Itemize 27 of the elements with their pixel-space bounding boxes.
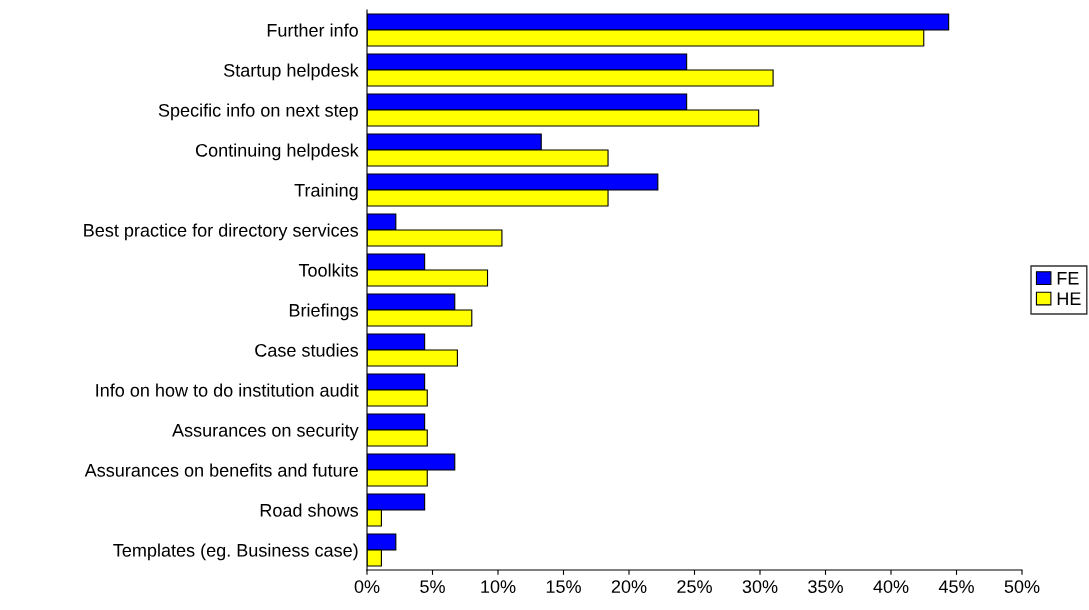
- legend-label: HE: [1057, 292, 1081, 305]
- x-tick-label: 45%: [938, 580, 974, 593]
- y-tick-label: Assurances on benefits and future: [84, 463, 358, 477]
- y-tick-label: Further info: [267, 23, 358, 37]
- y-tick-label: Templates (eg. Business case): [113, 543, 358, 561]
- y-tick-label: Training: [294, 183, 358, 201]
- x-tick-label: 30%: [742, 580, 778, 593]
- y-tick-label: Toolkits: [298, 263, 359, 277]
- x-tick-label: 35%: [808, 580, 843, 593]
- x-tick-label: 40%: [873, 580, 909, 593]
- x-tick-label: 50%: [1004, 580, 1040, 593]
- x-tick-label: 20%: [611, 580, 647, 593]
- y-tick-label: Assurances on security: [172, 423, 359, 441]
- x-tick-label: 25%: [677, 580, 712, 593]
- y-tick-label: Case studies: [255, 343, 359, 357]
- y-tick-label: Best practice for directory services: [84, 223, 359, 241]
- y-tick-label: Startup helpdesk: [223, 63, 359, 81]
- y-tick-label: Info on how to do institution audit: [96, 383, 359, 397]
- x-tick-label: 0%: [354, 580, 380, 593]
- y-tick-label: Specific info on next step: [158, 103, 358, 121]
- y-tick-label: Road shows: [260, 503, 359, 517]
- y-tick-label: Continuing helpdesk: [195, 143, 359, 161]
- y-tick-label: Briefings: [289, 303, 359, 321]
- x-tick-label: 10%: [481, 580, 516, 593]
- x-tick-label: 5%: [420, 580, 445, 593]
- x-tick-label: 15%: [546, 580, 581, 593]
- legend-label: FE: [1057, 272, 1079, 285]
